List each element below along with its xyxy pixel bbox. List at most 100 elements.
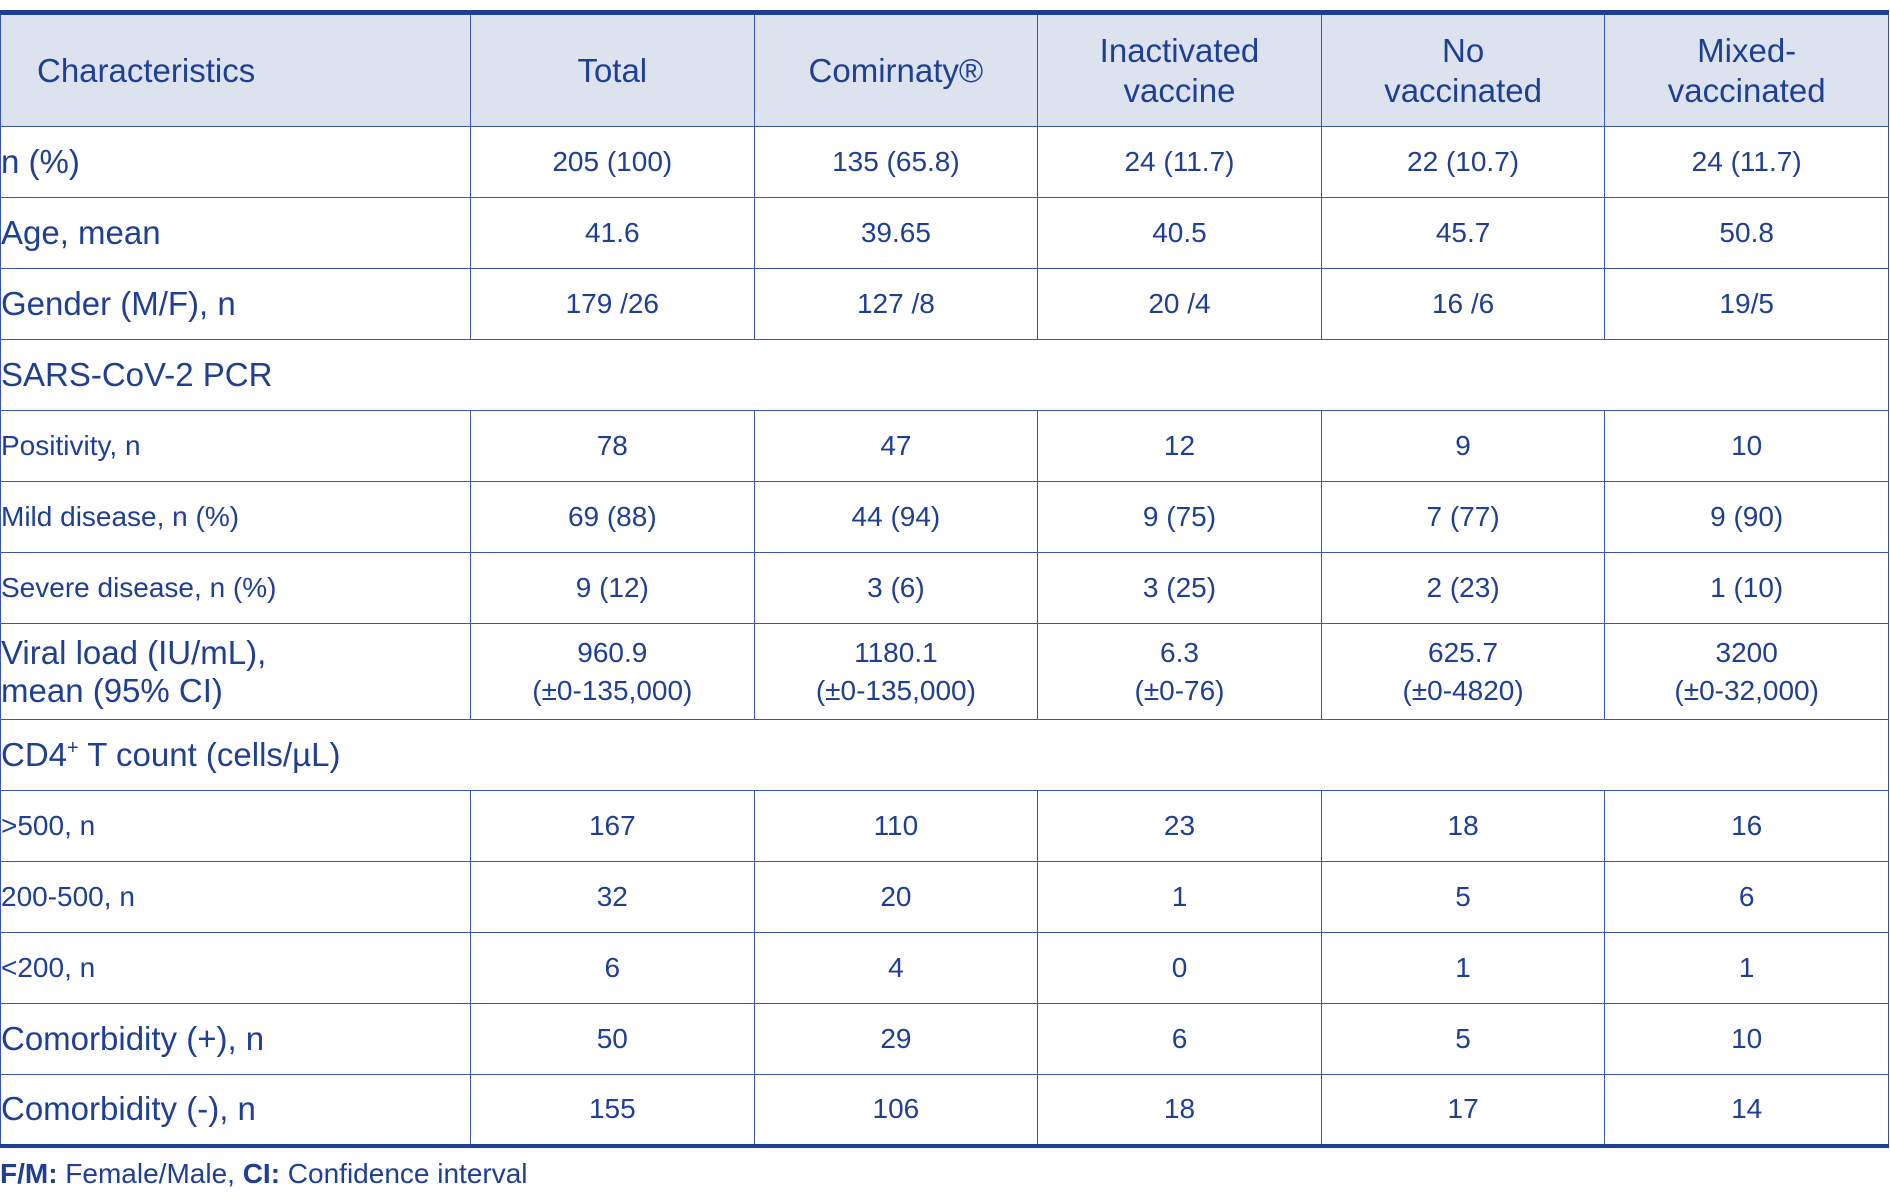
cell: 41.6 <box>470 197 755 269</box>
cell: 22 (10.7) <box>1320 126 1606 198</box>
table-row: n (%) 205 (100) 135 (65.8) 24 (11.7) 22 … <box>0 126 1889 198</box>
cell: 1 <box>1037 861 1322 933</box>
cell: 78 <box>470 410 755 482</box>
table-row: Viral load (IU/mL), mean (95% CI) 960.9 (±… <box>0 623 1889 720</box>
cell: 18 <box>1037 1074 1322 1148</box>
cd4-label-post: T count (cells/µL) <box>78 736 341 773</box>
cell-line: (±0-4820) <box>1402 674 1524 706</box>
cell: 135 (65.8) <box>753 126 1039 198</box>
cell-line: (±0-135,000) <box>815 674 976 706</box>
cell: 2 (23) <box>1320 552 1606 624</box>
cell: 1 <box>1320 932 1606 1004</box>
cell: 110 <box>753 790 1039 862</box>
cell: 5 <box>1320 861 1606 933</box>
cell: 24 (11.7) <box>1037 126 1322 198</box>
cell: 155 <box>470 1074 755 1148</box>
cell: 6.3 (±0-76) <box>1037 623 1322 720</box>
cell: 5 <box>1320 1003 1606 1075</box>
header-row: Characteristics Total Comirnaty® Inactiv… <box>0 12 1889 127</box>
section-label-pcr: SARS-CoV-2 PCR <box>0 339 1889 411</box>
cell: 39.65 <box>753 197 1039 269</box>
section-label-cd4: CD4+ T count (cells/µL) <box>0 719 1889 791</box>
cell: 50 <box>470 1003 755 1075</box>
table-row: <200, n 6 4 0 1 1 <box>0 932 1889 1004</box>
header-inactivated-l1: Inactivated <box>1099 31 1260 69</box>
row-label: 200-500, n <box>0 861 471 933</box>
table-row: Mild disease, n (%) 69 (88) 44 (94) 9 (7… <box>0 481 1889 553</box>
cell-line: (±0-135,000) <box>532 674 693 706</box>
header-inactivated-l2: vaccine <box>1123 71 1236 109</box>
table-row: Severe disease, n (%) 9 (12) 3 (6) 3 (25… <box>0 552 1889 624</box>
cell: 9 (75) <box>1037 481 1322 553</box>
cell: 44 (94) <box>753 481 1039 553</box>
cell: 9 (12) <box>470 552 755 624</box>
cell: 106 <box>753 1074 1039 1148</box>
table-row: Comorbidity (+), n 50 29 6 5 10 <box>0 1003 1889 1075</box>
header-no-l2: vaccinated <box>1384 71 1542 109</box>
cell: 960.9 (±0-135,000) <box>470 623 755 720</box>
header-mixed-l1: Mixed- <box>1697 31 1797 69</box>
cell: 29 <box>753 1003 1039 1075</box>
cell: 3200 (±0-32,000) <box>1604 623 1889 720</box>
cell: 19/5 <box>1604 268 1889 340</box>
section-row: CD4+ T count (cells/µL) <box>0 719 1889 791</box>
cell: 24 (11.7) <box>1604 126 1889 198</box>
cell: 20 <box>753 861 1039 933</box>
cell: 205 (100) <box>470 126 755 198</box>
cell: 16 /6 <box>1320 268 1606 340</box>
cell: 6 <box>470 932 755 1004</box>
cell: 625.7 (±0-4820) <box>1320 623 1606 720</box>
row-label-viral-load: Viral load (IU/mL), mean (95% CI) <box>0 623 471 720</box>
row-label-line: mean (95% CI) <box>1 671 223 709</box>
cell: 40.5 <box>1037 197 1322 269</box>
footnote-fm-text: Female/Male, <box>57 1158 243 1189</box>
cell: 127 /8 <box>753 268 1039 340</box>
header-mixed-l2: vaccinated <box>1667 71 1826 109</box>
cell: 10 <box>1604 410 1889 482</box>
row-label: Positivity, n <box>0 410 471 482</box>
row-label: <200, n <box>0 932 471 1004</box>
cell: 3 (25) <box>1037 552 1322 624</box>
cell: 1180.1 (±0-135,000) <box>753 623 1039 720</box>
cell: 17 <box>1320 1074 1606 1148</box>
table-row: Positivity, n 78 47 12 9 10 <box>0 410 1889 482</box>
cell: 0 <box>1037 932 1322 1004</box>
row-label: Comorbidity (-), n <box>0 1074 471 1148</box>
row-label: n (%) <box>0 126 471 198</box>
cell: 9 (90) <box>1604 481 1889 553</box>
cell: 3 (6) <box>753 552 1039 624</box>
cell: 69 (88) <box>470 481 755 553</box>
header-characteristics: Characteristics <box>0 12 471 127</box>
cell-line: (±0-32,000) <box>1674 674 1819 706</box>
footnote-ci-abbr: CI: <box>242 1158 281 1189</box>
row-label: Age, mean <box>0 197 471 269</box>
cell: 1 <box>1604 932 1889 1004</box>
row-label: Gender (M/F), n <box>0 268 471 340</box>
header-no-vaccinated: No vaccinated <box>1320 12 1606 127</box>
cell: 14 <box>1604 1074 1889 1148</box>
header-comirnaty: Comirnaty® <box>753 12 1039 127</box>
cell-line: 625.7 <box>1428 636 1499 668</box>
row-label: Mild disease, n (%) <box>0 481 471 553</box>
cell: 16 <box>1604 790 1889 862</box>
characteristics-table: Characteristics Total Comirnaty® Inactiv… <box>0 10 1889 1148</box>
cd4-label-sup: + <box>67 737 79 759</box>
cell: 6 <box>1037 1003 1322 1075</box>
cell: 7 (77) <box>1320 481 1606 553</box>
cell: 45.7 <box>1320 197 1606 269</box>
cell-line: 960.9 <box>577 636 648 668</box>
table-row: >500, n 167 110 23 18 16 <box>0 790 1889 862</box>
cell: 6 <box>1604 861 1889 933</box>
header-mixed: Mixed-vaccinated <box>1604 12 1889 127</box>
table-row: Gender (M/F), n 179 /26 127 /8 20 /4 16 … <box>0 268 1889 340</box>
footnote-ci-text: Confidence interval <box>280 1158 528 1189</box>
cell-line: 6.3 <box>1160 636 1199 668</box>
cell: 20 /4 <box>1037 268 1322 340</box>
footnote-fm-abbr: F/M: <box>0 1158 58 1189</box>
cell: 9 <box>1320 410 1606 482</box>
row-label-line: Viral load (IU/mL), <box>1 633 267 671</box>
row-label: Comorbidity (+), n <box>0 1003 471 1075</box>
cell: 18 <box>1320 790 1606 862</box>
cell: 179 /26 <box>470 268 755 340</box>
row-label: >500, n <box>0 790 471 862</box>
